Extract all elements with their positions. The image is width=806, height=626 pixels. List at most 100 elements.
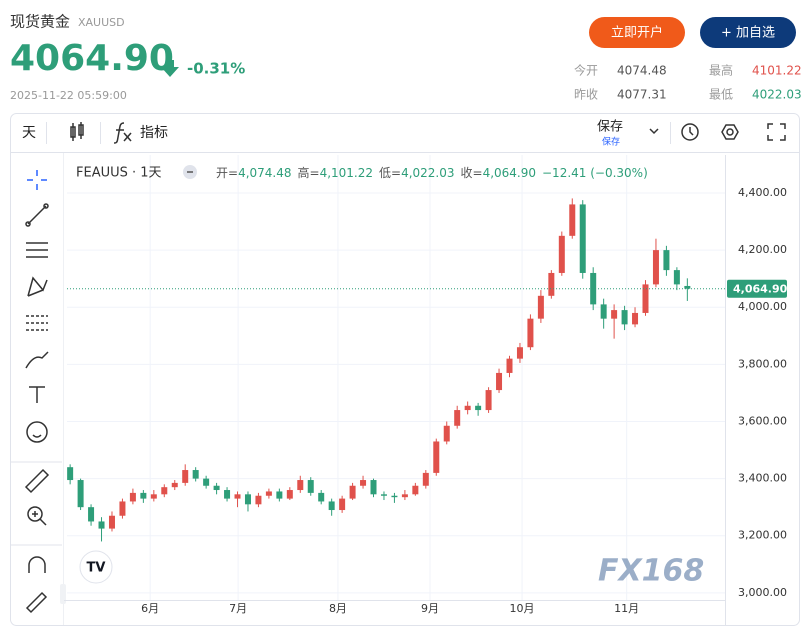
candle-body [265, 491, 272, 496]
candle-body [182, 470, 189, 483]
candle-body [673, 270, 680, 285]
candle-body [234, 494, 241, 499]
legend-label: 开= [216, 166, 238, 180]
last-price-label: 4,064.90 [733, 283, 788, 296]
candle-body [286, 490, 293, 499]
timestamp: 2025-11-22 05:59:00 [10, 89, 127, 102]
y-tick-label: 3,000.00 [738, 586, 787, 599]
candle-body [318, 492, 325, 502]
candle-body [360, 480, 367, 486]
candle-body [161, 487, 168, 495]
tv-logo-mark: TV [87, 561, 106, 576]
legend-change: −12.41 (−0.30%) [542, 166, 648, 180]
dropdown[interactable] [649, 128, 659, 135]
candle-body [632, 312, 639, 325]
candle-body [527, 318, 534, 348]
candle-body [328, 501, 335, 511]
candle-body [88, 507, 95, 522]
candle-body [611, 310, 618, 319]
watchlist-button[interactable] [700, 17, 796, 48]
candle-body [276, 491, 283, 499]
candle-body [203, 478, 210, 486]
candle-body [67, 467, 74, 481]
candle-body [108, 515, 115, 529]
settings-dot [726, 128, 734, 136]
candle-body [621, 310, 628, 325]
stat-value: 4022.03 [752, 88, 802, 102]
x-tick-label: 6月 [141, 602, 159, 615]
candle-body [422, 472, 429, 486]
x-tick-label: 9月 [421, 602, 439, 615]
candle-body [548, 272, 555, 296]
candle-body [370, 480, 377, 495]
save-sub: 保存 [602, 136, 620, 148]
y-tick-label: 4,400.00 [738, 186, 787, 199]
candle-body [443, 425, 450, 442]
title: 现货黄金 [10, 13, 70, 31]
y-tick-label: 3,400.00 [738, 472, 787, 485]
candle-body [297, 480, 304, 491]
legend-value: 4,101.22 [320, 166, 373, 180]
candle-body [590, 272, 597, 305]
last-price-tag [727, 279, 787, 298]
y-tick-label: 4,000.00 [738, 300, 787, 313]
collapse-handle[interactable] [60, 584, 66, 604]
candle-body [192, 470, 199, 479]
candle-body [213, 485, 220, 491]
candle-body [684, 285, 691, 289]
candle-body [579, 204, 586, 273]
stat-value: 4101.22 [752, 64, 802, 78]
symbol: XAUUSD [78, 16, 125, 29]
down-arrow [161, 60, 179, 77]
candle-body [600, 304, 607, 319]
candle-body [433, 441, 440, 473]
open-account-button[interactable] [589, 17, 685, 48]
candle-body [496, 372, 503, 391]
open-account-label[interactable]: 立即开户 [611, 25, 663, 41]
x-tick-label: 11月 [614, 602, 639, 615]
y-tick-label: 3,600.00 [738, 414, 787, 427]
legend-value: 4,064.90 [483, 166, 536, 180]
fx-icon[interactable] [113, 122, 132, 144]
tv-logo[interactable] [79, 550, 113, 584]
candle-body [339, 498, 346, 511]
candle-body [150, 494, 157, 499]
ohlc-legend: 开=4,074.48 高=4,101.22 低=4,022.03 收=4,064.90… [216, 165, 648, 180]
candle-body [171, 482, 178, 488]
chart-symbol: FEAUUS · 1天 [76, 166, 162, 181]
indicators[interactable]: 指标 [140, 125, 168, 141]
legend-value: 4,022.03 [401, 166, 454, 180]
plot: 3,000.00 3,200.00 3,400.00 3,600.00 3,800.00… [64, 155, 788, 625]
save[interactable]: 保存 [597, 120, 623, 135]
x-tick-label: 7月 [229, 602, 247, 615]
candle-body [652, 250, 659, 285]
interval[interactable]: 天 [22, 125, 36, 141]
fullscreen-icon[interactable] [767, 123, 786, 141]
legend-label: 高= [298, 165, 320, 180]
candle-body [129, 492, 136, 502]
drawing-tools[interactable] [11, 170, 62, 614]
candle-body [558, 235, 565, 273]
stat-value: 4077.31 [617, 88, 667, 102]
candle-body [224, 490, 231, 499]
candle-body [569, 204, 576, 236]
chart-type-icon[interactable] [70, 122, 84, 141]
price: 4064.90 [10, 38, 174, 79]
candle-body [391, 495, 398, 498]
candle-body [454, 410, 461, 426]
candle-body [506, 358, 513, 373]
x-tick-label: 8月 [329, 602, 347, 615]
candle-body [77, 480, 84, 508]
alert-icon[interactable] [681, 123, 699, 141]
candle-body [412, 485, 419, 495]
candle-body [401, 494, 408, 498]
settings-icon[interactable] [721, 124, 739, 140]
candle-body [642, 284, 649, 313]
candle-body [663, 250, 670, 271]
stat-label: 最高 [709, 63, 733, 78]
stat-value: 4074.48 [617, 64, 667, 78]
stat-label: 昨收 [574, 88, 598, 102]
watchlist-label[interactable]: + 加自选 [721, 26, 775, 41]
candle-body [380, 494, 387, 496]
candle-body [516, 347, 523, 359]
